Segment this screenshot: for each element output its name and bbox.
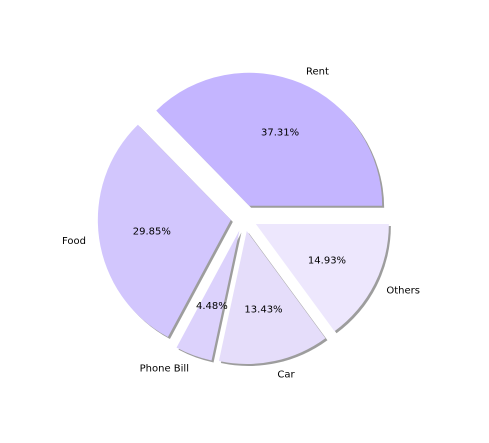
- category-label-rent: Rent: [306, 66, 329, 77]
- category-label-food: Food: [62, 236, 86, 247]
- pie-slice-car: [218, 231, 326, 365]
- pct-label-rent: 37.31%: [261, 128, 299, 139]
- pct-label-others: 14.93%: [308, 256, 346, 267]
- pie-slice-rent: [156, 72, 383, 206]
- category-label-phone-bill: Phone Bill: [140, 363, 189, 374]
- label-layer: 37.31% Rent 29.85% Food 4.48% Phone Bill 13.43…: [62, 66, 420, 380]
- pct-label-food: 29.85%: [133, 227, 171, 238]
- pie-slice-phone-bill: [176, 230, 240, 361]
- category-label-others: Others: [386, 286, 420, 297]
- pie-slice-food: [97, 124, 231, 338]
- pct-label-phone-bill: 4.48%: [196, 301, 228, 312]
- category-label-car: Car: [277, 370, 295, 381]
- pie-slice-others: [255, 224, 389, 332]
- slice-layer: [97, 72, 389, 365]
- pct-label-car: 13.43%: [244, 305, 282, 316]
